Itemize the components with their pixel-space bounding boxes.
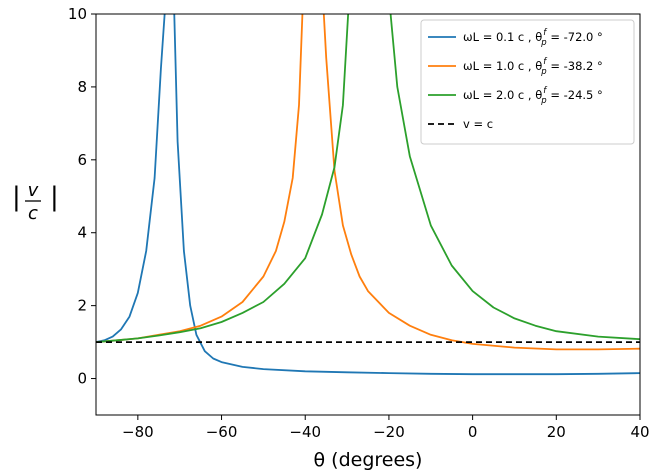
x-tick-label: −40 bbox=[289, 423, 321, 441]
legend-label-subscript: p bbox=[540, 96, 546, 106]
legend-label-tail: = -38.2 ° bbox=[547, 59, 603, 73]
legend-label: ωL = 2.0 c , θf p = -24.5 ° bbox=[463, 86, 603, 106]
y-axis-label-numerator: v bbox=[28, 180, 39, 201]
x-tick-label: 20 bbox=[547, 423, 566, 441]
y-tick-label: 2 bbox=[77, 297, 87, 315]
legend-label-main: ωL = 0.1 c , θ bbox=[463, 30, 542, 44]
y-axis-label-denominator: c bbox=[28, 203, 38, 224]
x-tick-label: −20 bbox=[373, 423, 405, 441]
y-tick-label: 8 bbox=[77, 78, 87, 96]
legend-label-subscript: p bbox=[540, 38, 546, 48]
plot-frame bbox=[95, 13, 641, 416]
legend-label-main: v = c bbox=[463, 117, 493, 131]
series-line-2-branch-2 bbox=[322, 14, 640, 351]
legend-label: ωL = 0.1 c , θf p = -72.0 ° bbox=[463, 28, 603, 48]
legend-entries: ωL = 0.1 c , θf p = -72.0 °ωL = 1.0 c , θ… bbox=[428, 28, 603, 131]
legend-label-main: ωL = 2.0 c , θ bbox=[463, 88, 542, 102]
legend: ωL = 0.1 c , θf p = -72.0 °ωL = 1.0 c , θ… bbox=[420, 19, 635, 145]
x-tick-label: 0 bbox=[468, 423, 478, 441]
x-tick-label: 40 bbox=[630, 423, 649, 441]
x-axis-label: θ (degrees) bbox=[314, 449, 423, 471]
legend-label-tail: = -72.0 ° bbox=[547, 30, 603, 44]
legend-label-superscript: f bbox=[543, 57, 548, 67]
series-layer bbox=[96, 14, 640, 376]
y-tick-label: 10 bbox=[68, 5, 87, 23]
legend-label-tail: = -24.5 ° bbox=[547, 88, 603, 102]
legend-label-superscript: f bbox=[543, 86, 548, 96]
x-axis: −80 −60 −40 −20 0 20 40 bbox=[122, 415, 650, 441]
series-line-3-branch-1 bbox=[96, 14, 350, 343]
x-tick-label: −60 bbox=[206, 423, 238, 441]
y-tick-label: 6 bbox=[77, 151, 87, 169]
y-axis: 0 2 4 6 8 10 bbox=[68, 5, 96, 388]
y-tick-label: 4 bbox=[77, 224, 87, 242]
legend-label-main: ωL = 1.0 c , θ bbox=[463, 59, 542, 73]
y-axis-label-bar-left: | bbox=[12, 182, 21, 212]
series-line-1-branch-1 bbox=[96, 14, 166, 343]
legend-label-subscript: p bbox=[540, 67, 546, 77]
series-line-1-branch-2 bbox=[173, 14, 640, 376]
legend-box bbox=[420, 19, 635, 145]
y-axis-label-bar-right: | bbox=[50, 182, 59, 212]
y-axis-label: | v c | bbox=[12, 180, 59, 224]
y-tick-label: 0 bbox=[77, 370, 87, 388]
x-tick-label: −80 bbox=[122, 423, 154, 441]
legend-label: ωL = 1.0 c , θf p = -38.2 ° bbox=[463, 57, 603, 77]
legend-label-superscript: f bbox=[543, 28, 548, 38]
legend-label: v = c bbox=[463, 117, 493, 131]
series-line-3-branch-2 bbox=[389, 14, 640, 341]
